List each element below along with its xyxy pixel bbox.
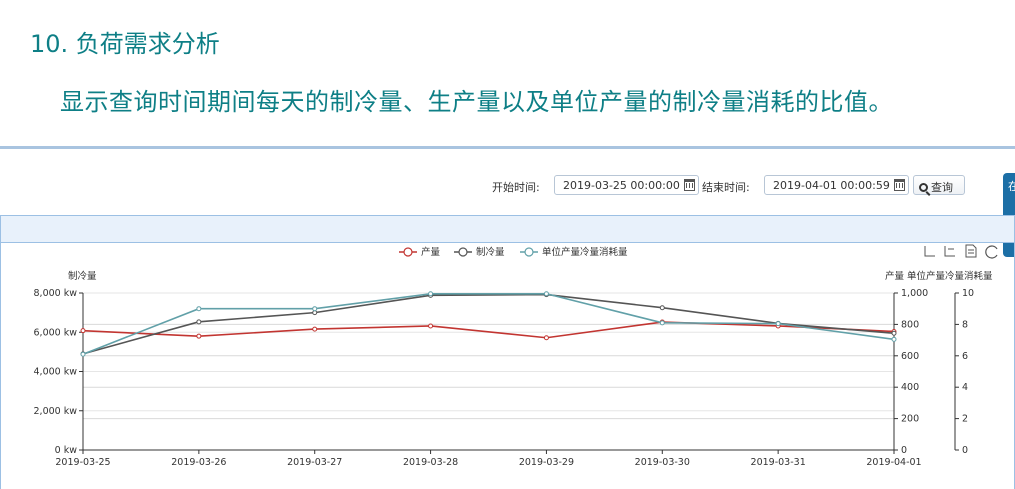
calendar-icon[interactable] [894, 179, 905, 191]
zoom-icon [924, 246, 935, 257]
section-description: 显示查询时间期间每天的制冷量、生产量以及单位产量的制冷量消耗的比值。 [60, 88, 893, 116]
x-axis-tick-label: 2019-03-28 [403, 457, 458, 468]
search-button-label: 查询 [931, 181, 953, 194]
right-axis-ratio-tick-label: 4 [962, 382, 968, 393]
left-axis-tick-label: 2,000 kw [34, 406, 78, 417]
left-axis-tick-label: 0 kw [55, 445, 78, 456]
series-point [80, 328, 86, 334]
series-point [543, 335, 549, 341]
right-axis-ratio-tick-label: 2 [962, 414, 968, 425]
chart-panel-header [1, 216, 1014, 243]
left-axis-tick-label: 8,000 kw [34, 288, 78, 299]
series-point [196, 319, 202, 325]
start-time-value: 2019-03-25 00:00:00 [563, 179, 680, 192]
series-point [312, 326, 318, 332]
chart-toolbox[interactable] [924, 244, 998, 259]
series-point [891, 330, 897, 336]
legend-item-label: 单位产量冷量消耗量 [542, 246, 628, 258]
right-axis-output-tick-label: 0 [901, 445, 907, 456]
start-time-input[interactable]: 2019-03-25 00:00:00 [554, 175, 699, 195]
right-axis-title-output: 产量 [885, 270, 905, 282]
series-line [82, 292, 895, 355]
right-axis-output-tick-label: 600 [901, 351, 919, 362]
series-line [82, 293, 895, 355]
side-tab-label: 在 [1008, 180, 1015, 193]
legend-swatch-marker [403, 247, 413, 257]
chart-axes: 0 kw 2,000 kw 4,000 kw 6,000 kw 8,000 kw 0 200… [34, 288, 975, 468]
right-axis-ratio-tick-label: 6 [962, 351, 968, 362]
series-line [82, 321, 895, 339]
restore-icon [985, 245, 998, 259]
section-heading: 10. 负荷需求分析 [30, 30, 220, 58]
chart-grid [83, 292, 894, 451]
series-point [196, 306, 202, 312]
series-point [659, 320, 665, 326]
chart-panel [0, 215, 1015, 489]
x-axis-tick-label: 2019-03-25 [55, 457, 110, 468]
series-point [891, 336, 897, 342]
query-bar: 开始时间: 2019-03-25 00:00:00 结束时间: 2019-04-… [0, 175, 1015, 197]
legend-swatch-marker [524, 247, 534, 257]
series-point [428, 323, 434, 329]
search-button[interactable]: 查询 [913, 175, 965, 195]
right-axis-output-tick-label: 200 [901, 414, 919, 425]
data-view-icon [965, 244, 977, 258]
series-point [659, 305, 665, 311]
end-time-input[interactable]: 2019-04-01 00:00:59 [764, 175, 909, 195]
left-axis-tick-label: 6,000 kw [34, 327, 78, 338]
end-time-value: 2019-04-01 00:00:59 [773, 179, 890, 192]
right-axis-output-tick-label: 800 [901, 319, 919, 330]
search-icon [919, 183, 928, 192]
legend-swatch-marker [458, 247, 468, 257]
divider [0, 146, 1015, 149]
right-axis-ratio-tick-label: 8 [962, 319, 968, 330]
calendar-icon[interactable] [684, 179, 695, 191]
series-point [775, 321, 781, 327]
series-point [312, 310, 318, 316]
series-point [428, 291, 434, 297]
x-axis-tick-label: 2019-03-26 [171, 457, 226, 468]
right-axis-output-tick-label: 1,000 [901, 288, 928, 299]
series-point [312, 306, 318, 312]
zoom-reset-icon [944, 246, 955, 257]
end-time-label: 结束时间: [702, 181, 750, 194]
right-axis-ratio-tick-label: 10 [962, 288, 974, 299]
series-point [80, 351, 86, 357]
load-demand-chart: 产量 制冷量 单位产量冷量消耗量 制冷量 产量 单位产量冷量消耗量 0 kw2,00… [34, 244, 998, 468]
legend-item-label: 产量 [421, 246, 441, 258]
x-axis-tick-label: 2019-04-01 [866, 457, 921, 468]
x-axis-tick-label: 2019-03-27 [287, 457, 342, 468]
series-point [196, 333, 202, 339]
x-axis-tick-label: 2019-03-31 [751, 457, 806, 468]
right-axis-title-ratio: 单位产量冷量消耗量 [907, 270, 993, 282]
chart-legend[interactable]: 产量 制冷量 单位产量冷量消耗量 [399, 246, 628, 258]
left-axis-title: 制冷量 [68, 270, 97, 282]
chart-series [80, 291, 897, 357]
start-time-label: 开始时间: [492, 181, 540, 194]
x-axis-tick-label: 2019-03-30 [635, 457, 690, 468]
right-axis-output-tick-label: 400 [901, 382, 919, 393]
series-point [543, 291, 549, 297]
x-axis-tick-label: 2019-03-29 [519, 457, 574, 468]
legend-item-label: 制冷量 [476, 246, 505, 258]
right-axis-ratio-tick-label: 0 [962, 445, 968, 456]
left-axis-tick-label: 4,000 kw [34, 367, 78, 378]
